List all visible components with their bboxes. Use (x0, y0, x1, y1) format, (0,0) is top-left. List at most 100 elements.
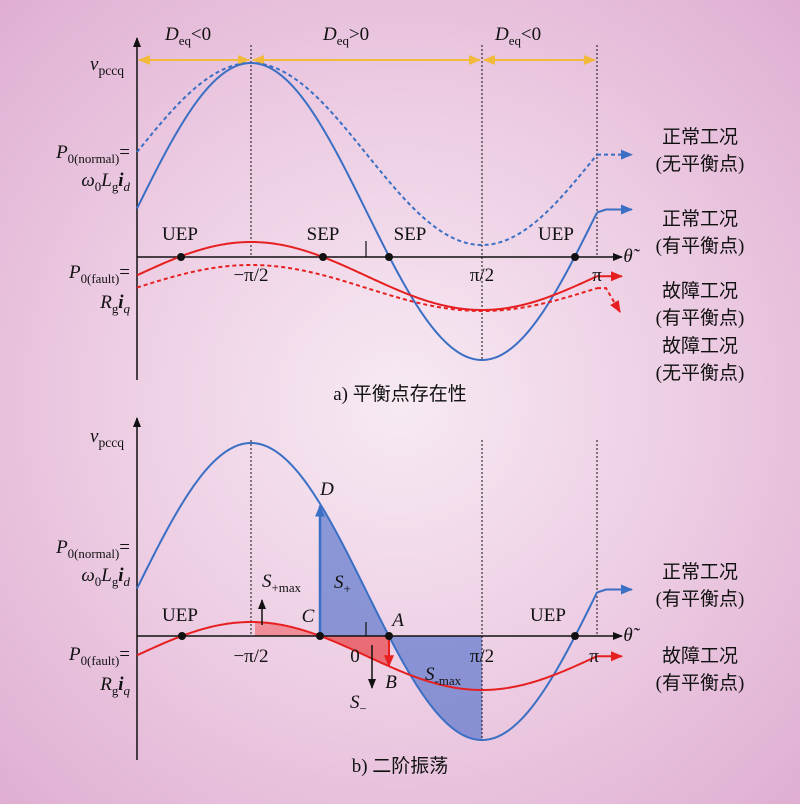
p-normal-part: d (124, 574, 131, 589)
deq-label-part: D (322, 24, 337, 45)
point (178, 632, 186, 640)
deq-label-part: D (494, 24, 509, 45)
p-normal-part: ω (81, 565, 94, 586)
s-minus-max-part: -max (435, 673, 462, 688)
p-fault-part: = (119, 644, 130, 665)
point-label-part: UEP (162, 224, 198, 245)
v-label: vpccq (90, 426, 124, 450)
s-minus-max-part: S (425, 664, 435, 685)
p-fault-part: g (112, 683, 119, 698)
legend-arrow (597, 287, 621, 313)
area-red (255, 622, 320, 636)
v-label-part: pccq (98, 435, 124, 450)
theta-label-part: θ̃ (623, 625, 640, 646)
p-fault: P0(fault)= (68, 262, 130, 286)
deq-label: Deq<0 (164, 24, 211, 48)
tick-label-part: −π/2 (233, 265, 268, 286)
p-fault-part: = (119, 262, 130, 283)
legend-label-part: 故障工况 (662, 645, 738, 667)
s-minus: S− (350, 692, 367, 716)
point-label-part: SEP (394, 224, 427, 245)
p-normal-part: i (118, 170, 124, 191)
theta-label: θ̃ (623, 625, 640, 646)
p-fault-part: q (124, 301, 131, 316)
p-fault-part: i (118, 292, 124, 313)
point-letter: C (302, 606, 315, 627)
theta-label: θ̃ (623, 246, 640, 267)
p-fault-part: R (99, 674, 112, 695)
deq-label-part: eq (509, 33, 522, 48)
legend-label-part: (有平衡点) (656, 672, 745, 694)
point (571, 253, 579, 261)
point (316, 632, 324, 640)
tick-label-part: π/2 (470, 265, 494, 286)
point-letter: D (319, 479, 334, 500)
p-normal-part: = (119, 142, 130, 163)
legend-label: (无平衡点) (656, 153, 745, 175)
p-fault-part: R (99, 292, 112, 313)
s-plus-max-part: S (262, 571, 272, 592)
tick-label: π (592, 265, 602, 286)
deq-label-part: <0 (191, 24, 211, 45)
p-normal-part: P (55, 537, 68, 558)
p-normal-part: 0(normal) (68, 546, 120, 561)
caption-part: b) 二阶振荡 (352, 755, 449, 777)
legend-label-part: 故障工况 (662, 335, 738, 357)
p-normal: P0(normal)= (55, 142, 130, 166)
legend-label: 故障工况 (662, 645, 738, 667)
p-normal-part: 0 (95, 179, 101, 194)
tick-label-part: π/2 (470, 646, 494, 667)
caption: b) 二阶振荡 (352, 755, 449, 777)
legend-arrow (596, 204, 633, 215)
point-label: UEP (162, 224, 198, 245)
s-plus-max: S+max (262, 571, 302, 595)
fault-curve-eq (136, 240, 598, 311)
s-plus-part: S (334, 572, 344, 593)
point-label: SEP (394, 224, 427, 245)
s-minus-part: − (360, 701, 367, 716)
deq-label-part: D (164, 24, 179, 45)
legend-label-part: 正常工况 (662, 208, 738, 230)
legend-label-part: (无平衡点) (656, 153, 745, 175)
p-normal-part: g (112, 574, 119, 589)
deq-label-part: <0 (521, 24, 541, 45)
p-normal-part: L (100, 170, 112, 191)
fault-curve-no-eq (136, 263, 598, 312)
legend-label-part: 正常工况 (662, 126, 738, 148)
s-minus-part: S (350, 692, 360, 713)
point (385, 632, 393, 640)
tick-label-part: π (592, 265, 602, 286)
point-label-part: UEP (530, 605, 566, 626)
p-fault-part: P (68, 644, 81, 665)
p-normal: ω0Lgid (81, 565, 130, 589)
caption: a) 平衡点存在性 (333, 383, 467, 405)
normal-curve-eq (136, 441, 598, 741)
caption-part: a) 平衡点存在性 (333, 383, 467, 405)
p-fault-part: i (118, 674, 124, 695)
p-fault: P0(fault)= (68, 644, 130, 668)
p-fault: Rgiq (99, 674, 130, 698)
v-label-part: v (90, 426, 99, 447)
legend-label: (有平衡点) (656, 672, 745, 694)
area-blue (320, 503, 482, 740)
point-letter: A (390, 610, 404, 631)
normal-curve-eq (136, 61, 598, 361)
deq-label-part: >0 (349, 24, 369, 45)
legend-label: (无平衡点) (656, 362, 745, 384)
legend-label-part: (有平衡点) (656, 235, 745, 257)
legend-label-part: (有平衡点) (656, 588, 745, 610)
point-label: UEP (538, 224, 574, 245)
s-plus-part: + (344, 581, 351, 596)
deq-label-part: eq (179, 33, 192, 48)
legend-label: 故障工况 (662, 335, 738, 357)
legend-label: 正常工况 (662, 126, 738, 148)
p-fault-part: g (112, 301, 119, 316)
legend-arrow (596, 584, 633, 595)
tick-label: π/2 (470, 646, 494, 667)
p-normal-part: i (118, 565, 124, 586)
deq-label: Deq>0 (322, 24, 369, 48)
legend-label: 正常工况 (662, 561, 738, 583)
p-normal-part: ω (81, 170, 94, 191)
tick-label: π (589, 646, 599, 667)
